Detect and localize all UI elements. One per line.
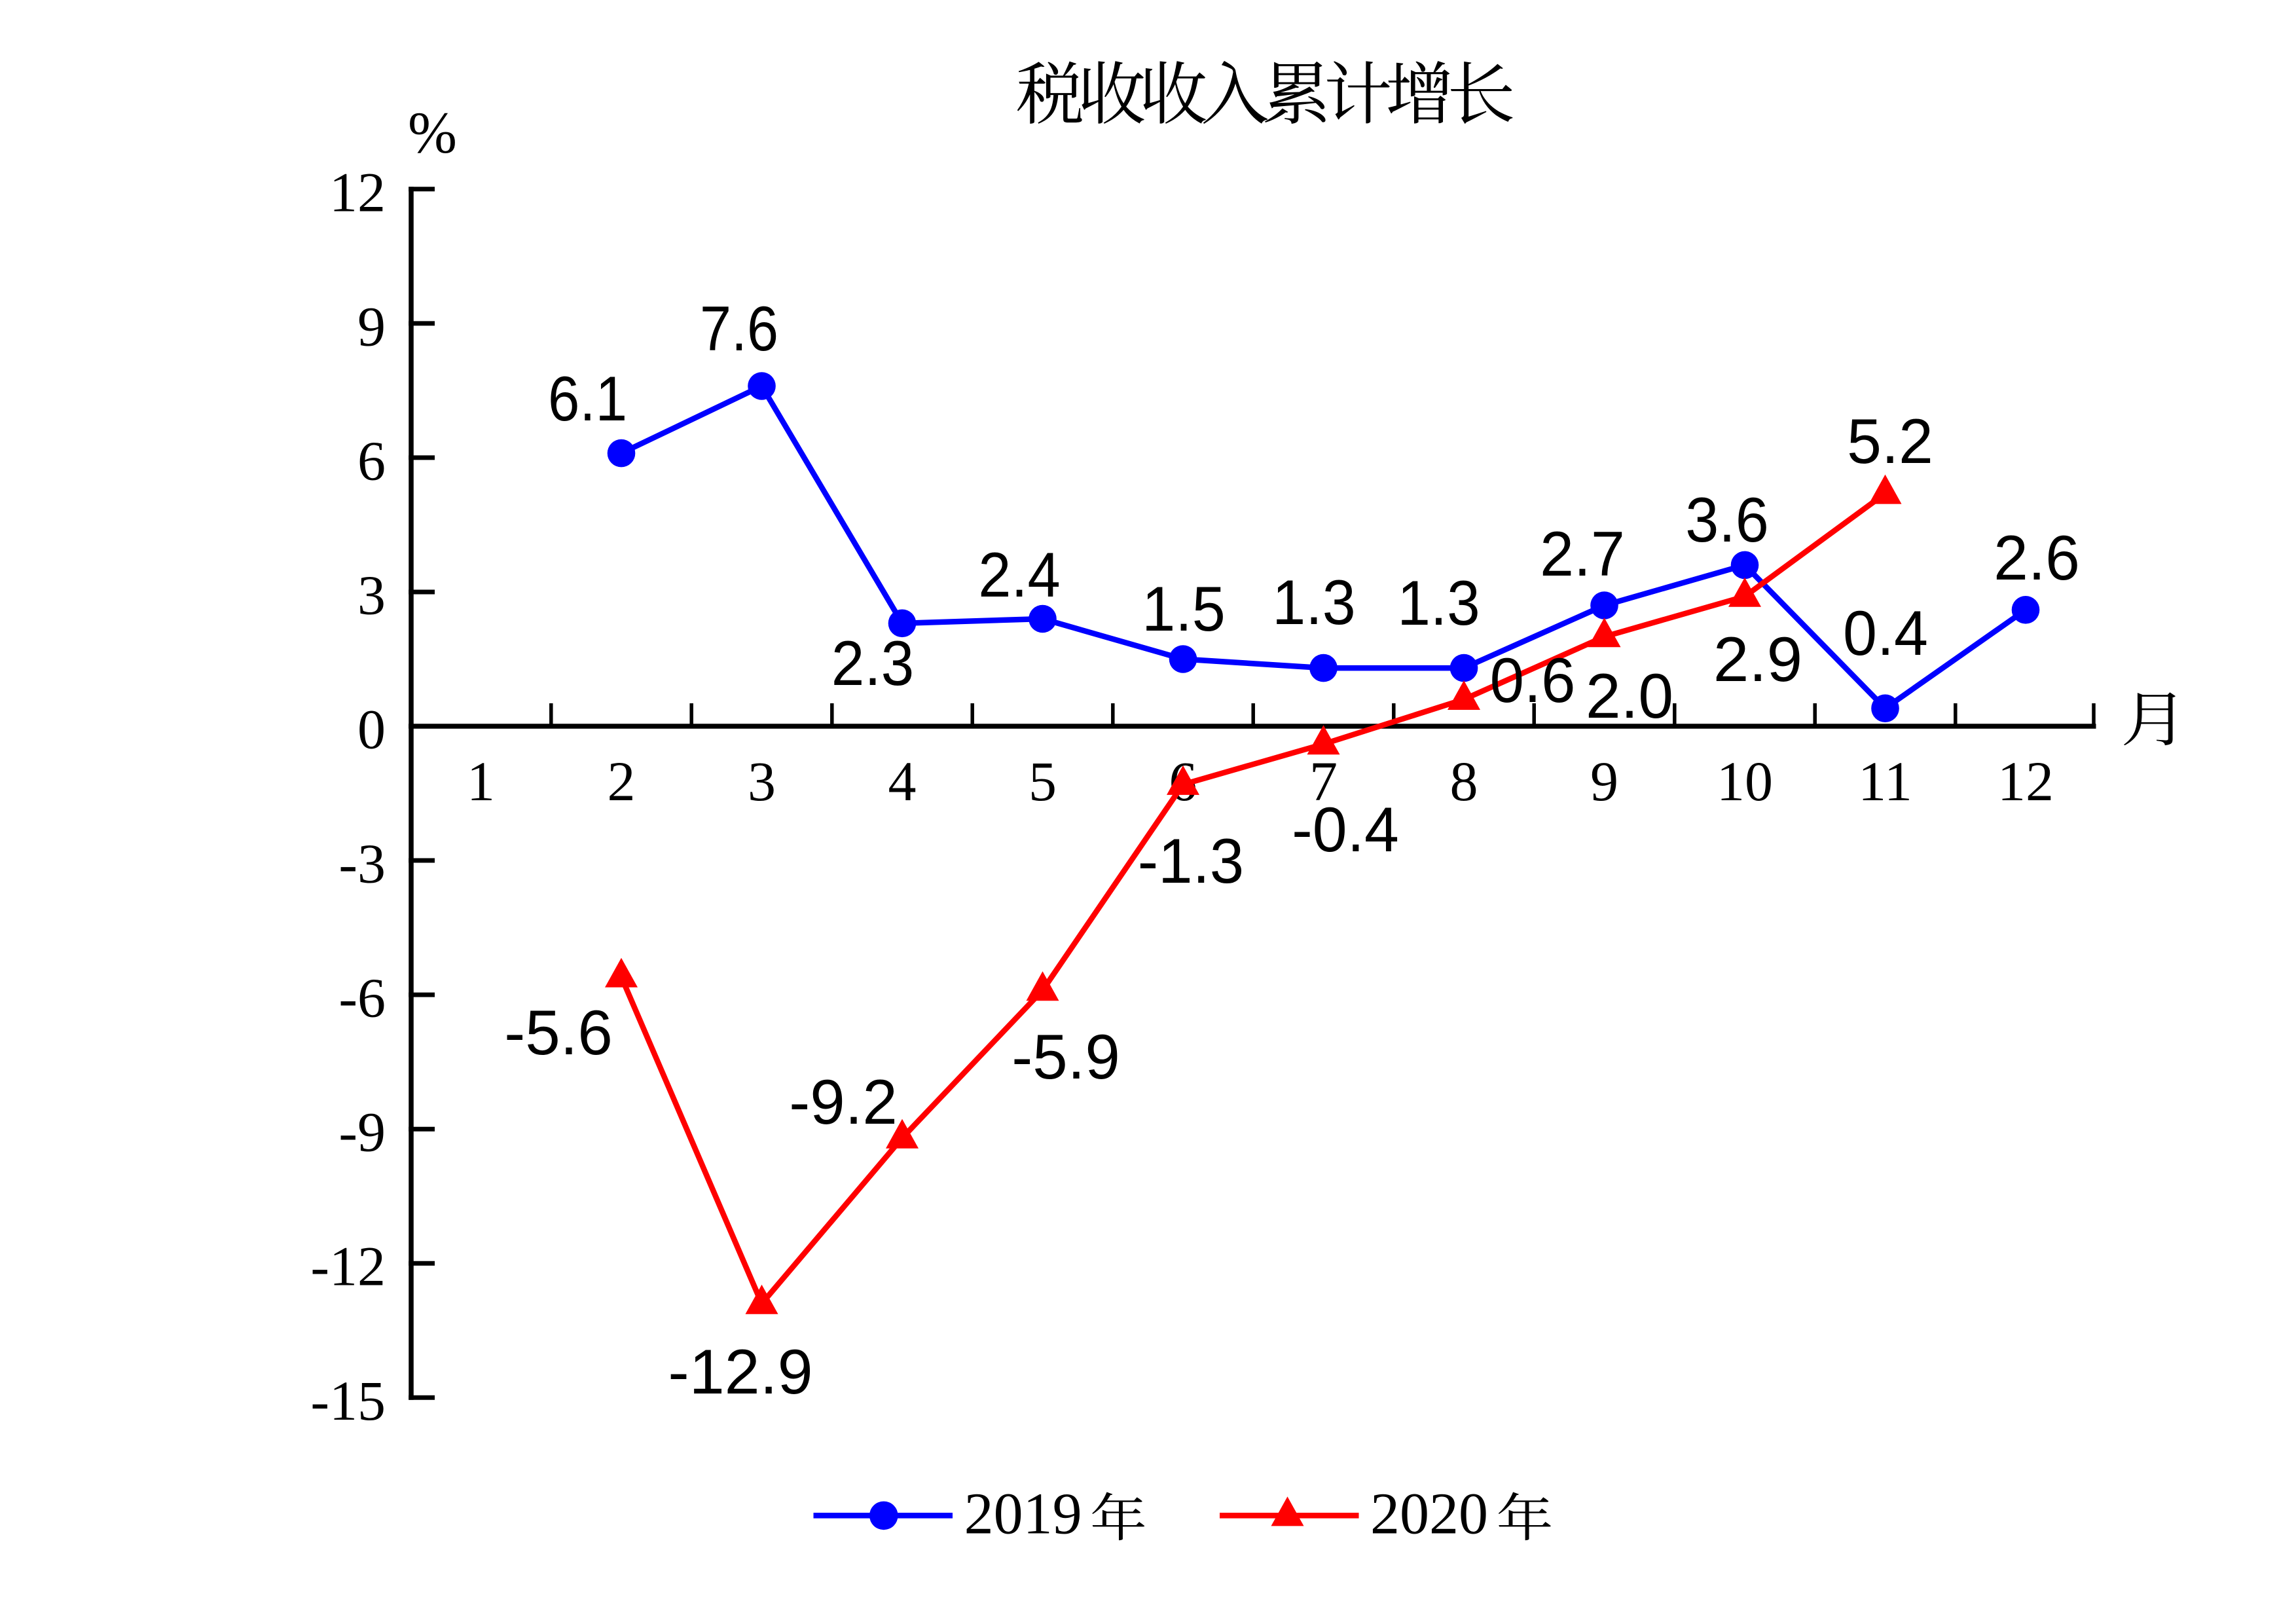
svg-text:4: 4: [888, 750, 917, 813]
svg-text:-5.9: -5.9: [1011, 1022, 1120, 1092]
svg-text:3: 3: [748, 750, 776, 813]
svg-text:12: 12: [329, 160, 386, 223]
svg-text:6: 6: [357, 429, 386, 492]
svg-text:-0.4: -0.4: [1292, 794, 1399, 865]
svg-text:-9: -9: [338, 1101, 386, 1164]
svg-text:7: 7: [1309, 750, 1338, 813]
svg-text:3: 3: [357, 564, 386, 627]
svg-text:12: 12: [1997, 750, 2054, 813]
svg-text:7.6: 7.6: [700, 294, 778, 365]
svg-text:2.9: 2.9: [1713, 624, 1802, 695]
svg-text:1: 1: [467, 750, 495, 813]
svg-text:5: 5: [1029, 750, 1057, 813]
svg-text:1.5: 1.5: [1142, 574, 1225, 644]
svg-text:%: %: [408, 101, 457, 166]
svg-text:9: 9: [357, 295, 386, 358]
svg-text:2.0: 2.0: [1586, 661, 1673, 731]
svg-text:-12.9: -12.9: [668, 1336, 812, 1407]
svg-text:-6: -6: [338, 967, 386, 1029]
svg-text:6.1: 6.1: [548, 364, 627, 434]
svg-text:-9.2: -9.2: [789, 1067, 898, 1137]
svg-text:-15: -15: [310, 1369, 386, 1432]
svg-text:0: 0: [357, 698, 386, 761]
svg-text:0.6: 0.6: [1490, 646, 1576, 716]
svg-text:11: 11: [1858, 750, 1912, 813]
svg-text:8: 8: [1450, 750, 1478, 813]
svg-text:3.6: 3.6: [1685, 485, 1769, 555]
svg-text:2019: 2019: [964, 1482, 1082, 1547]
svg-text:2.3: 2.3: [831, 628, 914, 699]
svg-text:2.6: 2.6: [1994, 523, 2080, 593]
svg-text:5.2: 5.2: [1847, 406, 1933, 477]
svg-text:2.7: 2.7: [1540, 519, 1625, 590]
svg-text:-12: -12: [310, 1235, 386, 1298]
svg-text:10: 10: [1717, 750, 1773, 813]
svg-text:-1.3: -1.3: [1138, 826, 1244, 896]
svg-text:1.3: 1.3: [1397, 567, 1480, 638]
svg-text:2.4: 2.4: [978, 539, 1060, 610]
svg-text:0.4: 0.4: [1843, 599, 1928, 669]
svg-text:-3: -3: [338, 832, 386, 895]
svg-text:2020: 2020: [1370, 1482, 1488, 1547]
svg-text:9: 9: [1590, 750, 1618, 813]
svg-text:1.3: 1.3: [1272, 567, 1355, 638]
svg-text:2: 2: [608, 750, 636, 813]
svg-text:-5.6: -5.6: [504, 998, 613, 1068]
